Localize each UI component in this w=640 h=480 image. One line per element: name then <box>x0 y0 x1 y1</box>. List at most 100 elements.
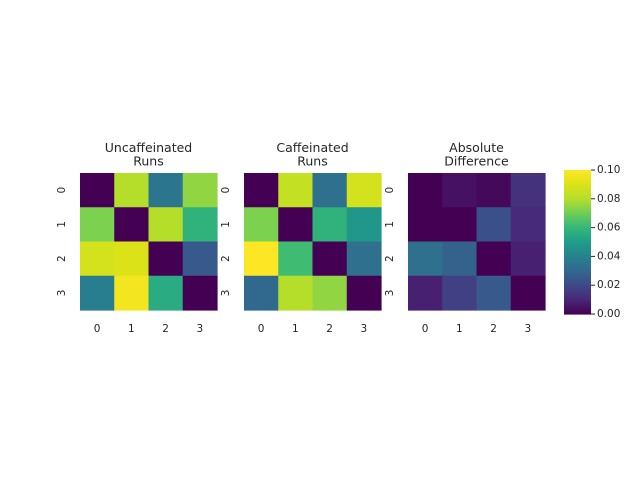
colorbar-band <box>564 227 591 230</box>
colorbar-band <box>564 278 591 281</box>
heatmap-cell <box>408 241 443 277</box>
colorbar-band <box>564 208 591 211</box>
colorbar-band <box>564 240 591 243</box>
colorbar-band <box>564 259 591 262</box>
colorbar-band <box>564 285 591 288</box>
y-tick-label: 1 <box>384 221 396 228</box>
colorbar-band <box>564 187 591 190</box>
colorbar-band <box>564 175 591 178</box>
colorbar-band <box>564 263 591 266</box>
colorbar-band <box>564 295 591 298</box>
colorbar-band <box>564 171 591 174</box>
colorbar-band <box>564 177 591 180</box>
colorbar-band <box>564 178 591 181</box>
y-tick-label: 2 <box>220 255 232 262</box>
colorbar-band <box>564 180 591 183</box>
colorbar-band <box>564 252 591 255</box>
colorbar-band <box>564 283 591 286</box>
colorbar-band <box>564 185 591 188</box>
heatmap-cell <box>278 207 314 243</box>
heatmap-cell <box>510 207 546 243</box>
colorbar-band <box>564 256 591 259</box>
heatmap-cell <box>148 173 184 208</box>
colorbar-band <box>564 170 591 173</box>
colorbar-band <box>564 272 591 275</box>
heatmap-cell <box>442 241 478 277</box>
colorbar-band <box>564 220 591 223</box>
colorbar-band <box>564 233 591 236</box>
panel-title: Caffeinated <box>276 140 348 155</box>
colorbar-band <box>564 201 591 204</box>
x-tick-label: 2 <box>490 323 497 335</box>
heatmap-cell <box>80 207 115 243</box>
x-tick-label: 0 <box>422 323 429 335</box>
colorbar-band <box>564 182 591 185</box>
colorbar-band <box>564 280 591 283</box>
heatmap-cell <box>476 275 512 311</box>
colorbar-band <box>564 276 591 279</box>
heatmap-cell <box>408 275 443 311</box>
heatmap-cell <box>476 173 512 208</box>
y-tick-label: 2 <box>56 255 68 262</box>
colorbar-band <box>564 246 591 249</box>
colorbar-band <box>564 260 591 263</box>
heatmap-cell <box>114 173 150 208</box>
colorbar-band <box>564 237 591 240</box>
colorbar-band <box>564 311 591 314</box>
colorbar-band <box>564 267 591 270</box>
colorbar-band <box>564 191 591 194</box>
colorbar-band <box>564 309 591 312</box>
x-tick-label: 3 <box>197 323 204 335</box>
y-tick-label: 1 <box>220 221 232 228</box>
y-tick-label: 3 <box>384 290 396 297</box>
colorbar-band <box>564 301 591 304</box>
colorbar-band <box>564 288 591 291</box>
heatmap-cell <box>408 173 443 208</box>
heatmap-cell <box>80 173 115 208</box>
x-tick-label: 3 <box>525 323 532 335</box>
colorbar-band <box>564 236 591 239</box>
heatmap-cell <box>182 173 218 208</box>
colorbar-tick-label: 0.00 <box>597 308 620 320</box>
colorbar-band <box>564 303 591 306</box>
colorbar-band <box>564 239 591 242</box>
heatmap-cell <box>408 207 443 243</box>
colorbar-tick-label: 0.02 <box>597 279 620 291</box>
colorbar-band <box>564 299 591 302</box>
colorbar-band <box>564 184 591 187</box>
heatmap-cell <box>346 275 382 311</box>
heatmap-cell <box>182 207 218 243</box>
colorbar-band <box>564 211 591 214</box>
heatmap-cell <box>182 241 218 277</box>
colorbar-band <box>564 254 591 257</box>
heatmap-cell <box>312 275 348 311</box>
x-tick-label: 3 <box>361 323 368 335</box>
colorbar-band <box>564 223 591 226</box>
colorbar-band <box>564 174 591 177</box>
colorbar-band <box>564 266 591 269</box>
colorbar-band <box>564 262 591 265</box>
colorbar-band <box>564 229 591 232</box>
heatmap-cell <box>312 241 348 277</box>
colorbar-band <box>564 213 591 216</box>
y-tick-label: 1 <box>56 221 68 228</box>
heatmap-cell <box>114 207 150 243</box>
colorbar-band <box>564 224 591 227</box>
heatmap-cell <box>244 241 279 277</box>
colorbar-band <box>564 231 591 234</box>
x-tick-label: 1 <box>128 323 135 335</box>
y-tick-label: 0 <box>220 187 232 194</box>
heatmap-cell <box>148 241 184 277</box>
colorbar-band <box>564 230 591 233</box>
colorbar-band <box>564 305 591 308</box>
heatmap-cell <box>346 241 382 277</box>
colorbar-band <box>564 195 591 198</box>
heatmap-cell <box>442 173 478 208</box>
heatmap-cell <box>346 173 382 208</box>
colorbar-band <box>564 242 591 245</box>
colorbar-band <box>564 270 591 273</box>
colorbar-band <box>564 234 591 237</box>
colorbar-tick-label: 0.06 <box>597 222 621 234</box>
heatmap-cell <box>278 241 314 277</box>
y-tick-label: 2 <box>384 255 396 262</box>
